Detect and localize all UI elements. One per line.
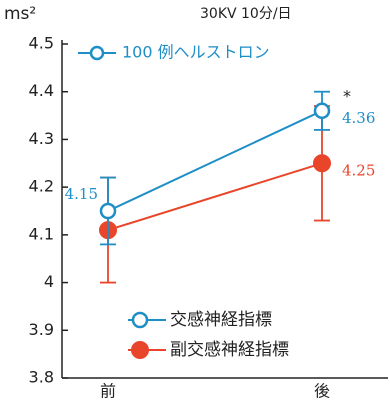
series-line	[107, 162, 323, 232]
y-tick-label: 4.2	[29, 177, 54, 196]
y-tick-label: 4.5	[29, 34, 54, 53]
unit-label: ms²	[4, 4, 36, 24]
y-tick-label: 4	[44, 272, 54, 291]
legend-marker	[131, 341, 149, 359]
x-tick-label: 前	[100, 382, 116, 401]
point	[313, 154, 331, 173]
legend-marker	[131, 311, 149, 329]
data-label: 4.36	[342, 109, 375, 127]
point	[99, 202, 117, 220]
legend-label: 交感神経指標	[170, 310, 272, 330]
legend-label: 副交感神経指標	[170, 340, 289, 360]
data-label: 4.15	[65, 185, 98, 203]
legend-title: 100 例ヘルストロン	[122, 43, 270, 62]
annotation: *	[343, 87, 351, 106]
data-label: 4.25	[342, 161, 375, 179]
subtitle: 30KV 10分/日	[200, 6, 292, 22]
y-tick-label: 4.1	[29, 224, 54, 243]
series-line	[107, 109, 323, 212]
point	[313, 102, 331, 120]
y-tick-label: 3.8	[29, 368, 54, 387]
y-tick-label: 4.3	[29, 129, 54, 148]
legend-title-marker	[89, 45, 105, 61]
x-tick-label: 後	[314, 382, 330, 401]
y-tick-label: 4.4	[29, 81, 54, 100]
y-tick-label: 3.9	[29, 320, 54, 339]
